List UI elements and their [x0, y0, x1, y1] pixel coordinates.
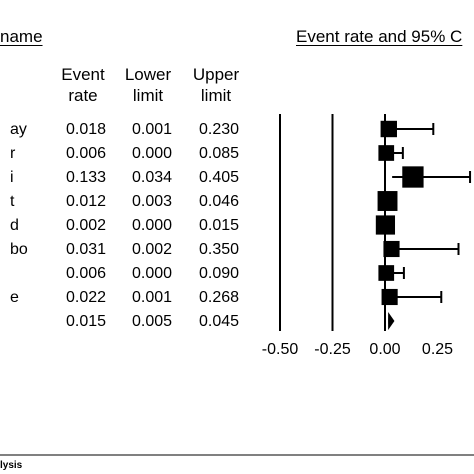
upper-limit-cell: 0.090 [199, 265, 240, 282]
study-estimate-square [377, 191, 398, 211]
upper-limit-cell: 0.045 [199, 313, 240, 330]
upper-limit-header-line2: limit [200, 86, 232, 105]
event-rate-cell: 0.022 [66, 289, 107, 306]
lower-limit-cell: 0.001 [132, 121, 173, 138]
upper-limit-column-header: Upper limit [186, 64, 246, 106]
study-name-cell: d [10, 217, 19, 234]
study-estimate-square [381, 288, 398, 306]
event-rate-header-line1: Event [61, 65, 105, 84]
study-name-cell: ay [10, 121, 27, 138]
lower-limit-cell: 0.000 [132, 217, 173, 234]
upper-limit-cell: 0.015 [199, 217, 240, 234]
x-tick-label: -0.50 [262, 341, 299, 358]
x-tick-label: -0.25 [314, 341, 351, 358]
event-rate-cell: 0.012 [66, 193, 107, 210]
event-rate-header-line2: rate [68, 86, 98, 105]
study-estimate-square [378, 145, 395, 161]
upper-limit-header-line1: Upper [192, 65, 240, 84]
lower-limit-header-line2: limit [132, 86, 164, 105]
event-rate-cell: 0.031 [66, 241, 107, 258]
study-name-cell: t [10, 193, 15, 210]
study-estimate-square [378, 265, 395, 281]
study-estimate-square [383, 240, 400, 258]
event-rate-column-header: Event rate [55, 64, 111, 106]
effect-size-header: Event rate and 95% C [296, 27, 463, 46]
summary-diamond [388, 312, 395, 330]
study-name-cell: e [10, 289, 19, 306]
event-rate-cell: 0.015 [66, 313, 107, 330]
study-name-cell: bo [10, 241, 28, 258]
lower-limit-cell: 0.000 [132, 265, 173, 282]
upper-limit-cell: 0.405 [199, 169, 240, 186]
footer-label: lysis [0, 460, 23, 471]
study-estimate-square [402, 166, 424, 188]
event-rate-cell: 0.133 [66, 169, 107, 186]
lower-limit-header-line1: Lower [124, 65, 172, 84]
lower-limit-cell: 0.002 [132, 241, 173, 258]
study-name-header: name [0, 27, 43, 46]
study-name-cell: r [10, 145, 16, 162]
event-rate-cell: 0.002 [66, 217, 107, 234]
event-rate-cell: 0.006 [66, 145, 107, 162]
lower-limit-cell: 0.003 [132, 193, 173, 210]
lower-limit-column-header: Lower limit [118, 64, 178, 106]
study-estimate-square [375, 215, 396, 235]
event-rate-cell: 0.006 [66, 265, 107, 282]
upper-limit-cell: 0.046 [199, 193, 240, 210]
upper-limit-cell: 0.268 [199, 289, 240, 306]
x-tick-label: 0.25 [422, 341, 453, 358]
upper-limit-cell: 0.085 [199, 145, 240, 162]
lower-limit-cell: 0.000 [132, 145, 173, 162]
lower-limit-cell: 0.005 [132, 313, 173, 330]
study-estimate-square [380, 120, 397, 138]
event-rate-cell: 0.018 [66, 121, 107, 138]
lower-limit-cell: 0.001 [132, 289, 173, 306]
x-tick-label: 0.00 [369, 341, 400, 358]
upper-limit-cell: 0.230 [199, 121, 240, 138]
lower-limit-cell: 0.034 [132, 169, 173, 186]
study-name-cell: i [10, 169, 14, 186]
upper-limit-cell: 0.350 [199, 241, 240, 258]
